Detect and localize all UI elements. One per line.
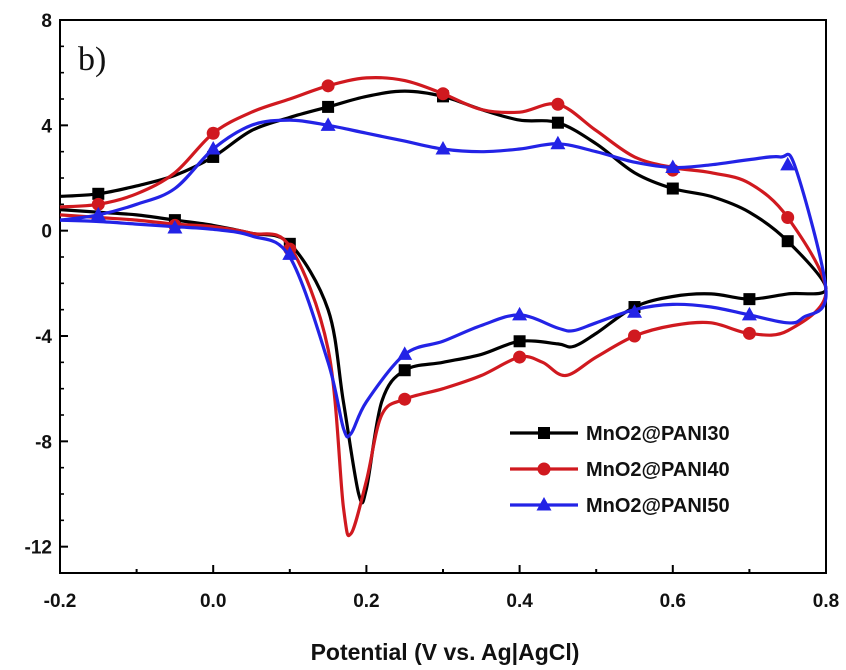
data-point — [665, 159, 681, 173]
legend-marker — [538, 427, 550, 439]
y-tick-label: -4 — [35, 327, 52, 348]
data-point — [322, 100, 335, 113]
axis-ticks: -0.2 0.0 0.2 0.4 0.6 0.8 8 4 0 -4 -8 -12 — [25, 11, 840, 612]
data-point — [320, 117, 336, 131]
panel-label: b) — [78, 41, 106, 78]
data-point — [205, 141, 221, 155]
y-tick-label: -8 — [35, 432, 52, 453]
plot-border — [59, 19, 827, 574]
data-point — [627, 304, 642, 318]
data-point — [743, 293, 756, 306]
data-point — [167, 220, 183, 234]
series-line — [59, 89, 828, 505]
legend-entry: MnO2@PANI40 — [510, 459, 730, 481]
data-point — [551, 116, 564, 129]
data-point — [206, 126, 220, 140]
data-point — [321, 79, 335, 93]
series-mno2-pani30 — [59, 89, 828, 505]
data-point — [628, 329, 641, 343]
x-tick-label: 0.2 — [353, 591, 379, 612]
x-axis-title: Potential (V vs. Ag|AgCl) — [311, 639, 580, 665]
y-tick-label: 8 — [41, 11, 52, 32]
data-point — [781, 211, 795, 224]
y-tick-label: 4 — [41, 116, 52, 137]
legend-entry: MnO2@PANI50 — [510, 495, 730, 517]
legend: MnO2@PANI30 MnO2@PANI40 MnO2@PANI50 — [510, 423, 730, 517]
data-point — [780, 156, 796, 171]
data-point — [741, 306, 757, 321]
x-tick-label: 0.8 — [813, 591, 839, 612]
plot-area — [59, 19, 827, 574]
data-point — [666, 182, 679, 195]
data-point — [550, 135, 566, 150]
data-point — [398, 364, 411, 377]
data-point — [513, 335, 526, 348]
data-point — [513, 350, 527, 364]
series-layer — [59, 76, 828, 538]
data-point — [436, 87, 450, 101]
data-point — [397, 346, 413, 360]
x-tick-label: 0.0 — [200, 591, 226, 612]
data-point — [398, 392, 412, 406]
y-tick-label: 0 — [41, 222, 52, 243]
series-line — [59, 118, 828, 439]
data-point — [90, 206, 106, 221]
legend-marker — [536, 497, 552, 511]
legend-entry: MnO2@PANI30 — [510, 423, 730, 445]
data-point — [781, 235, 794, 248]
data-point — [92, 187, 105, 200]
data-point — [512, 306, 528, 321]
x-tick-label: 0.6 — [660, 591, 686, 612]
y-tick-label: -12 — [25, 538, 52, 559]
x-tick-label: -0.2 — [44, 591, 77, 612]
legend-label: MnO2@PANI50 — [586, 495, 730, 517]
legend-label: MnO2@PANI30 — [586, 423, 730, 445]
data-point — [551, 97, 565, 111]
data-point — [91, 197, 105, 211]
data-point — [742, 326, 756, 340]
legend-label: MnO2@PANI40 — [586, 459, 730, 481]
data-point — [435, 141, 451, 155]
legend-marker — [537, 462, 551, 476]
data-point — [282, 246, 298, 260]
series-line — [59, 76, 828, 538]
series-mno2-pani50 — [59, 117, 828, 439]
x-tick-label: 0.4 — [506, 591, 533, 612]
